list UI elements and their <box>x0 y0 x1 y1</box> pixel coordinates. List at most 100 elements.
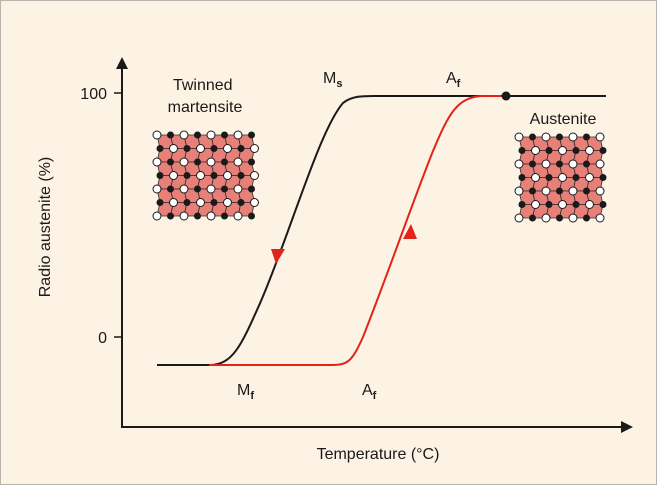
lattice-atom <box>167 158 174 166</box>
af-bottom-label: Af <box>362 382 377 402</box>
lattice-atom <box>233 157 243 167</box>
lattice-atom <box>529 160 536 168</box>
lattice-atom <box>541 213 551 223</box>
lattice-atom <box>194 158 201 166</box>
lattice-atom <box>572 201 580 208</box>
lattice-atom <box>223 144 232 153</box>
lattice-atom <box>545 174 553 181</box>
lattice-atom <box>152 130 162 140</box>
lattice-atom <box>167 131 174 139</box>
lattice-atom <box>541 186 551 196</box>
lattice-atom <box>583 133 590 141</box>
lattice-atom <box>599 174 607 181</box>
lattice-atom <box>585 146 594 155</box>
lattice-atom <box>248 212 255 220</box>
lattice-atom <box>514 186 524 196</box>
lattice-atom <box>558 146 567 155</box>
lattice-atom <box>196 171 205 180</box>
lattice-atom <box>248 185 255 193</box>
lattice-atom <box>248 131 255 139</box>
lattice-atom <box>179 211 189 221</box>
lattice-atom <box>248 158 255 166</box>
lattice-atom <box>572 174 580 181</box>
lattice-atom <box>233 211 243 221</box>
lattice-atom <box>518 174 526 181</box>
twinned-martensite-lattice <box>152 130 259 221</box>
lattice-atom <box>210 199 218 206</box>
lattice-atom <box>514 159 524 169</box>
lattice-atom <box>599 147 607 154</box>
austenite-label: Austenite <box>530 111 597 128</box>
lattice-atom <box>556 133 563 141</box>
lattice-atom <box>514 213 524 223</box>
lattice-atom <box>206 211 216 221</box>
lattice-atom <box>194 131 201 139</box>
lattice-atom <box>237 172 245 179</box>
af-top-label: Af <box>446 70 461 90</box>
lattice-atom <box>221 185 228 193</box>
lattice-atom <box>599 201 607 208</box>
lattice-atom <box>250 198 259 207</box>
lattice-atom <box>529 187 536 195</box>
lattice-atom <box>514 132 524 142</box>
lattice-atom <box>237 145 245 152</box>
lattice-atom <box>585 173 594 182</box>
lattice-atom <box>233 130 243 140</box>
lattice-atom <box>518 147 526 154</box>
cooling-curve <box>157 94 606 366</box>
lattice-atom <box>595 213 605 223</box>
lattice-atom <box>541 159 551 169</box>
lattice-atom <box>221 131 228 139</box>
lattice-atom <box>206 184 216 194</box>
x-axis-label: Temperature (°C) <box>317 446 440 463</box>
lattice-atom <box>595 132 605 142</box>
heating-curve <box>209 95 506 366</box>
lattice-atom <box>167 212 174 220</box>
lattice-atom <box>221 158 228 166</box>
lattice-atom <box>183 199 191 206</box>
lattice-atom <box>585 200 594 209</box>
lattice-atom <box>206 130 216 140</box>
curve-junction-dot <box>501 91 511 101</box>
lattice-atom <box>196 198 205 207</box>
lattice-atom <box>572 147 580 154</box>
lattice-atom <box>233 184 243 194</box>
lattice-atom <box>194 185 201 193</box>
lattice-atom <box>210 172 218 179</box>
lattice-atom <box>529 214 536 222</box>
lattice-atom <box>595 159 605 169</box>
lattice-atom <box>568 132 578 142</box>
lattice-atom <box>531 146 540 155</box>
lattice-atom <box>196 144 205 153</box>
lattice-atom <box>545 147 553 154</box>
lattice-atom <box>206 157 216 167</box>
lattice-atom <box>583 214 590 222</box>
lattice-atom <box>169 198 178 207</box>
austenite-lattice <box>514 132 607 223</box>
lattice-atom <box>179 157 189 167</box>
lattice-atom <box>531 200 540 209</box>
ms-label: Ms <box>323 70 342 90</box>
lattice-atom <box>568 159 578 169</box>
lattice-atom <box>518 201 526 208</box>
lattice-atom <box>152 157 162 167</box>
lattice-atom <box>183 172 191 179</box>
cooling-direction-arrow <box>271 249 285 264</box>
lattice-atom <box>558 200 567 209</box>
lattice-atom <box>223 198 232 207</box>
lattice-atom <box>595 186 605 196</box>
lattice-atom <box>531 173 540 182</box>
lattice-atom <box>179 130 189 140</box>
mf-label: Mf <box>237 382 254 402</box>
twinned-martensite-label: Twinned martensite <box>168 77 243 116</box>
heating-direction-arrow <box>403 224 417 239</box>
lattice-atom <box>152 211 162 221</box>
lattice-atom <box>583 187 590 195</box>
lattice-atom <box>529 133 536 141</box>
lattice-atom <box>152 184 162 194</box>
lattice-atom <box>221 212 228 220</box>
lattice-atom <box>167 185 174 193</box>
lattice-atom <box>568 213 578 223</box>
